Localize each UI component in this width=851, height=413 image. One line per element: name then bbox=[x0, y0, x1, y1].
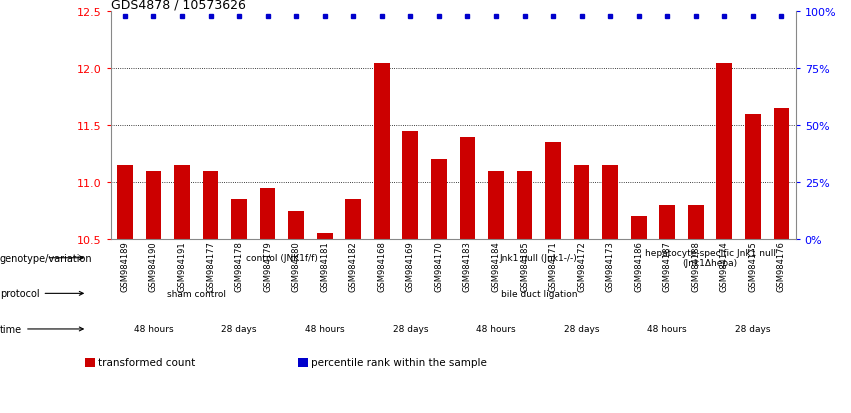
Bar bbox=[317, 234, 333, 240]
Bar bbox=[688, 205, 704, 240]
Text: 48 hours: 48 hours bbox=[477, 325, 516, 334]
Bar bbox=[203, 171, 219, 240]
Bar bbox=[460, 137, 475, 240]
Text: GDS4878 / 10573626: GDS4878 / 10573626 bbox=[111, 0, 245, 11]
Bar bbox=[431, 160, 447, 240]
Bar bbox=[374, 64, 390, 240]
Text: bile duct ligation: bile duct ligation bbox=[500, 289, 577, 298]
Bar bbox=[146, 171, 162, 240]
Text: hepatocyte-specific Jnk1 null
(Jnk1Δhepa): hepatocyte-specific Jnk1 null (Jnk1Δhepa… bbox=[644, 249, 775, 268]
Bar bbox=[117, 166, 133, 240]
Bar bbox=[517, 171, 533, 240]
Bar bbox=[717, 64, 732, 240]
Text: 28 days: 28 days bbox=[221, 325, 257, 334]
Text: 28 days: 28 days bbox=[392, 325, 428, 334]
Bar bbox=[631, 217, 647, 240]
Bar bbox=[745, 114, 761, 240]
Bar bbox=[174, 166, 190, 240]
Bar bbox=[403, 132, 418, 240]
Text: transformed count: transformed count bbox=[98, 357, 195, 367]
Bar bbox=[346, 200, 361, 240]
Bar bbox=[603, 166, 618, 240]
Text: sham control: sham control bbox=[167, 289, 226, 298]
Text: 28 days: 28 days bbox=[735, 325, 771, 334]
Bar bbox=[545, 143, 561, 240]
Bar bbox=[231, 200, 247, 240]
Text: time: time bbox=[0, 324, 83, 334]
Text: control (JNK1f/f): control (JNK1f/f) bbox=[246, 254, 317, 263]
Text: 48 hours: 48 hours bbox=[134, 325, 174, 334]
Bar bbox=[260, 188, 276, 240]
Bar bbox=[774, 109, 789, 240]
Text: 48 hours: 48 hours bbox=[648, 325, 687, 334]
Text: Jnk1 null (Jnk1-/-): Jnk1 null (Jnk1-/-) bbox=[500, 254, 578, 263]
Text: 48 hours: 48 hours bbox=[305, 325, 345, 334]
Text: 28 days: 28 days bbox=[564, 325, 599, 334]
Bar bbox=[574, 166, 590, 240]
Bar bbox=[660, 205, 675, 240]
Bar bbox=[488, 171, 504, 240]
Bar bbox=[288, 211, 304, 240]
Text: protocol: protocol bbox=[0, 289, 83, 299]
Text: percentile rank within the sample: percentile rank within the sample bbox=[311, 357, 487, 367]
Text: genotype/variation: genotype/variation bbox=[0, 253, 93, 263]
